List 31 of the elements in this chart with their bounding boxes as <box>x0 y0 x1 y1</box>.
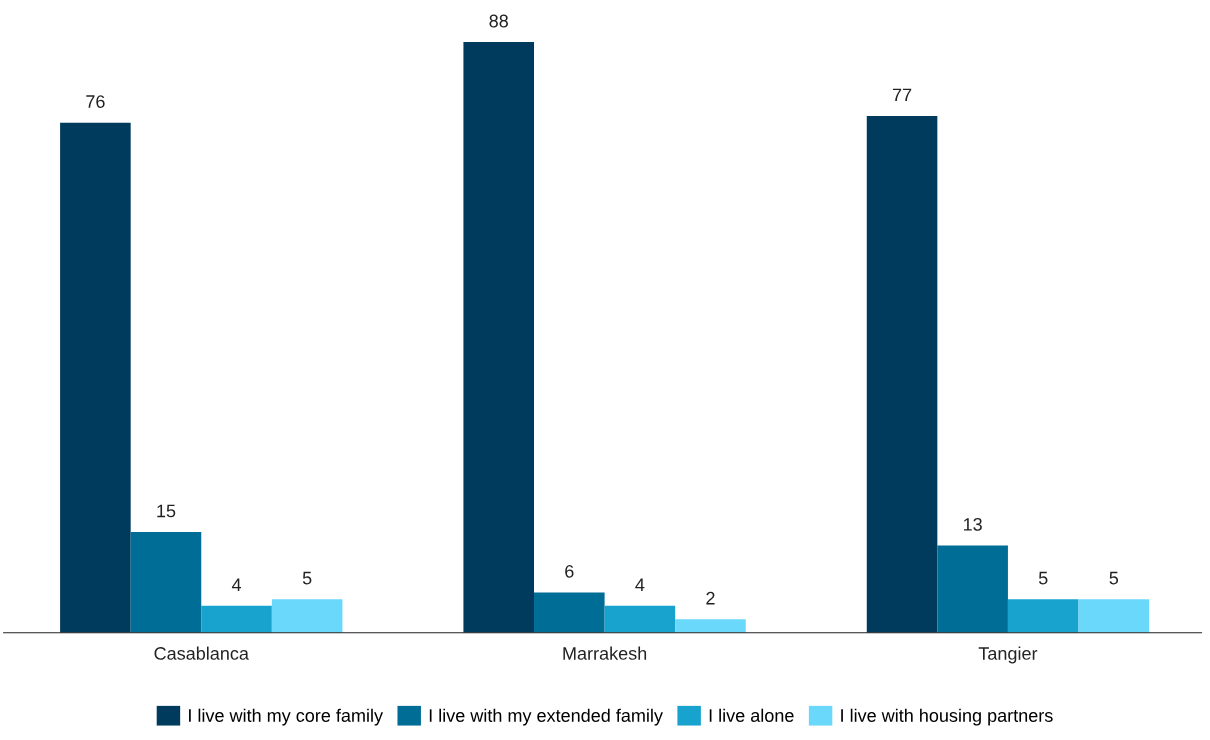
x-tick-label: Casablanca <box>154 646 249 660</box>
data-label: 76 <box>86 95 105 108</box>
data-label: 4 <box>231 578 242 591</box>
bar <box>271 599 343 633</box>
bar <box>937 545 1008 633</box>
data-label: 5 <box>302 571 312 585</box>
bar <box>201 605 272 633</box>
data-label: 5 <box>1038 571 1048 585</box>
x-tick-label: Tangier <box>978 646 1038 664</box>
data-label: 4 <box>635 578 645 591</box>
bar <box>604 605 676 633</box>
bar <box>463 42 535 633</box>
legend-label: I live with housing partners <box>841 708 1053 726</box>
legend-label: I live alone <box>709 708 794 722</box>
x-tick-label: Marrakesh <box>563 646 647 660</box>
bar <box>60 122 131 633</box>
bar <box>1078 599 1150 633</box>
bar <box>866 115 938 633</box>
data-label: 88 <box>489 14 508 28</box>
bar <box>1007 599 1079 633</box>
bar <box>534 592 605 633</box>
bar <box>130 532 202 633</box>
legend-label: I live with my core family <box>189 708 383 726</box>
data-label: 2 <box>706 591 715 605</box>
data-label: 6 <box>565 564 574 578</box>
data-label: 15 <box>157 504 176 518</box>
data-label: 77 <box>892 88 912 102</box>
bar <box>675 619 746 633</box>
legend-label: I live with my extended family <box>429 708 663 726</box>
data-label: 5 <box>1109 571 1119 585</box>
data-label: 13 <box>963 517 982 531</box>
